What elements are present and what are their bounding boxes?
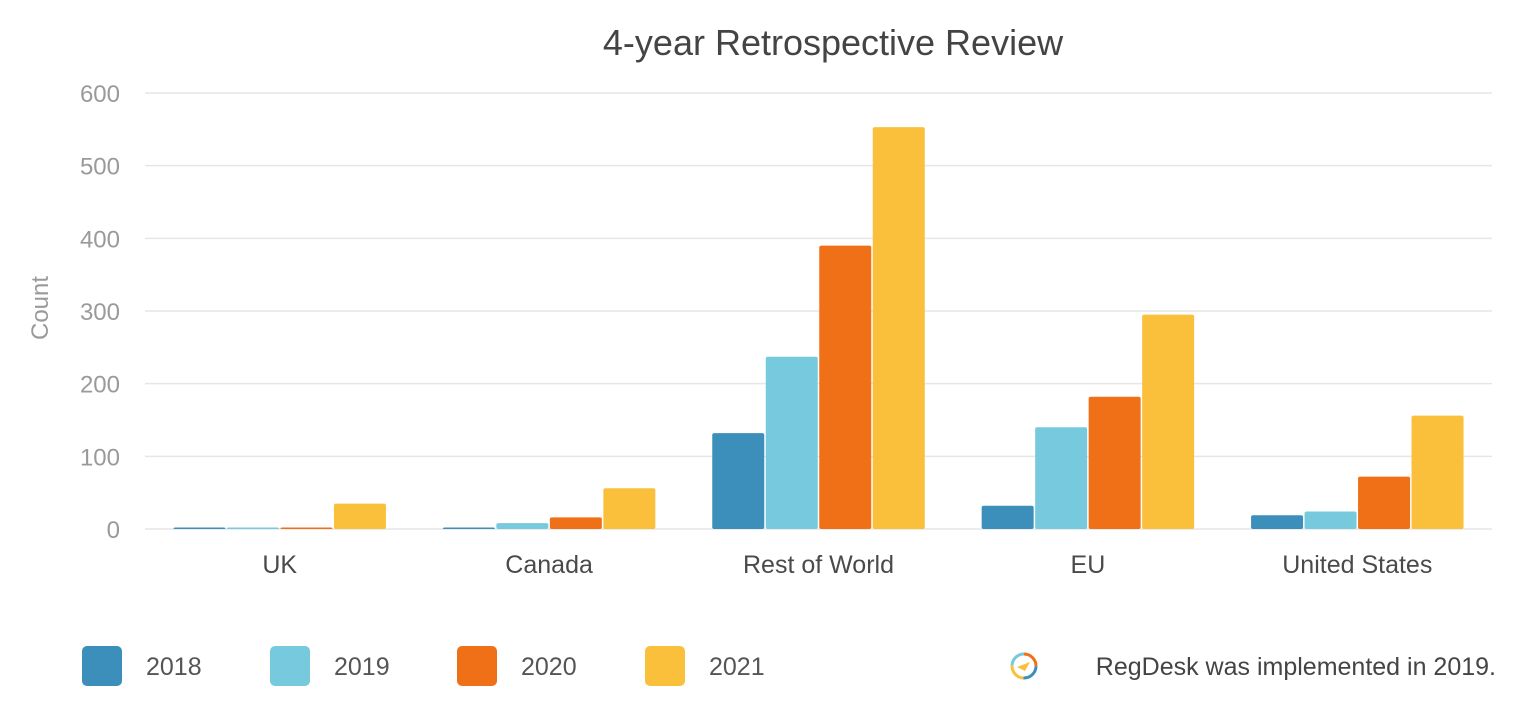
legend-label: 2021 [709,653,765,681]
legend-swatch [270,646,310,686]
bar [1304,511,1357,529]
legend-label: 2018 [146,653,202,681]
gridlines [145,92,1492,530]
bar [280,527,333,529]
bar [712,433,765,529]
y-tick-label: 100 [80,444,120,471]
legend-swatch [645,646,685,686]
legend-swatch [82,646,122,686]
bar [1411,415,1464,529]
regdesk-logo-icon [1010,652,1038,680]
bar [819,245,872,529]
footnote-text: RegDesk was implemented in 2019. [1096,653,1496,681]
bar [173,527,226,529]
bar [549,517,602,529]
bar [872,127,925,530]
y-tick-label: 600 [80,81,120,108]
bar [496,523,549,529]
bar [442,527,495,529]
y-tick-label: 300 [80,299,120,326]
bar [765,356,818,529]
legend-label: 2020 [521,653,577,681]
y-tick-label: 200 [80,372,120,399]
y-tick-label: 0 [107,517,120,544]
x-tick-label: Canada [505,551,593,579]
legend-label: 2019 [334,653,390,681]
bar [603,488,656,529]
bar [1251,515,1304,529]
bar [1358,476,1411,529]
bar [333,503,386,529]
chart-title: 4-year Retrospective Review [603,22,1064,63]
footnote: RegDesk was implemented in 2019. [1010,652,1496,681]
legend: 2018 2019 2020 2021 [82,646,765,686]
x-tick-label: UK [262,551,297,579]
x-tick-label: United States [1282,551,1432,579]
y-axis-label: Count [27,276,54,340]
bar [1035,427,1088,529]
bar [981,505,1034,529]
legend-swatch [457,646,497,686]
y-tick-label: 500 [80,154,120,181]
bar [226,527,279,529]
x-axis-labels: UK Canada Rest of World EU United States [262,551,1432,579]
x-tick-label: EU [1071,551,1106,579]
bar [1088,396,1141,529]
y-tick-label: 400 [80,226,120,253]
y-axis-ticks: 0 100 200 300 400 500 600 [80,81,120,544]
bars [173,127,1464,530]
bar [1142,314,1195,529]
x-tick-label: Rest of World [743,551,894,579]
